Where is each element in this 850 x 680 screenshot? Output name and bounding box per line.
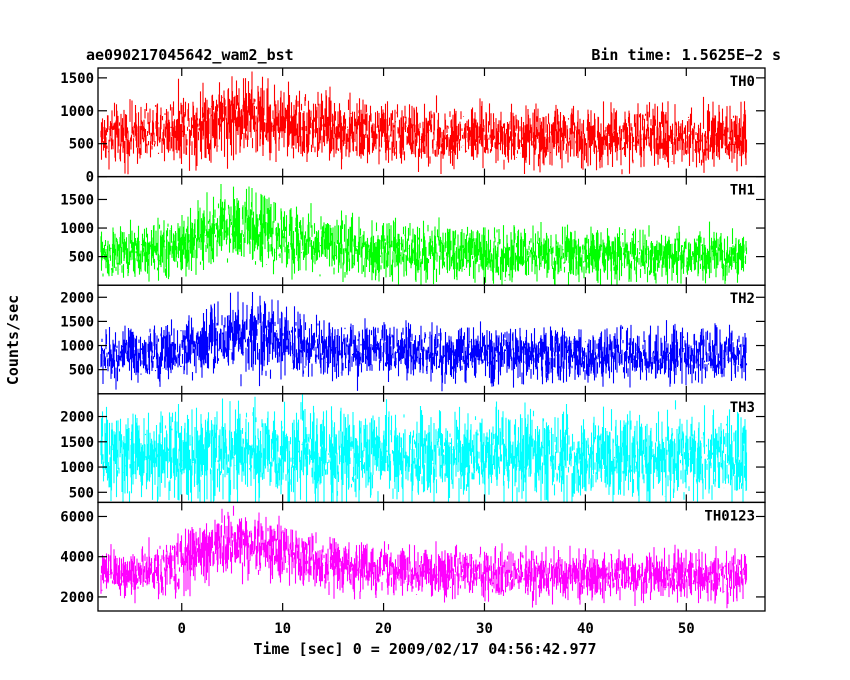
chart-title: ae090217045642_wam2_bst bbox=[86, 46, 294, 64]
panel-th2: 500 1000 1500 2000 TH2 bbox=[60, 284, 766, 395]
x-axis-title: Time [sec] 0 = 2009/02/17 04:56:42.977 bbox=[253, 640, 596, 658]
panels-group: 0 500 1000 1500 TH0 500 1000 1500 TH1 500 1000 1500… bbox=[60, 67, 766, 612]
y-tick-label: 1000 bbox=[60, 221, 94, 237]
y-tick-label: 500 bbox=[69, 137, 94, 153]
x-tick-label: 10 bbox=[274, 621, 291, 637]
x-axis: 0 10 20 30 40 50 bbox=[178, 621, 695, 637]
panel-th1: 500 1000 1500 TH1 bbox=[60, 175, 766, 286]
panel-th0123: 2000 4000 6000 TH0123 bbox=[60, 501, 766, 612]
panel-name-label: TH2 bbox=[730, 291, 755, 307]
data-trace-th0 bbox=[100, 71, 748, 175]
data-trace-th1 bbox=[100, 184, 748, 286]
panel-name-label: TH3 bbox=[730, 400, 755, 416]
data-trace-th3 bbox=[100, 393, 748, 503]
bin-time-label: Bin time: 1.5625E−2 s bbox=[591, 46, 781, 64]
y-tick-label: 2000 bbox=[60, 410, 94, 426]
y-tick-label: 1000 bbox=[60, 460, 94, 476]
y-tick-label: 1500 bbox=[60, 71, 94, 87]
y-tick-label: 2000 bbox=[60, 590, 94, 606]
x-tick-label: 30 bbox=[476, 621, 493, 637]
x-tick-label: 50 bbox=[678, 621, 695, 637]
y-tick-label: 2000 bbox=[60, 290, 94, 306]
y-tick-label: 0 bbox=[86, 170, 94, 186]
panel-th3: 500 1000 1500 2000 TH3 bbox=[60, 393, 766, 504]
x-tick-label: 40 bbox=[577, 621, 594, 637]
y-tick-label: 1000 bbox=[60, 104, 94, 120]
y-axis-title: Counts/sec bbox=[4, 295, 22, 385]
y-tick-label: 4000 bbox=[60, 550, 94, 566]
y-tick-label: 1500 bbox=[60, 435, 94, 451]
panel-th0: 0 500 1000 1500 TH0 bbox=[60, 67, 766, 186]
x-tick-label: 20 bbox=[375, 621, 392, 637]
y-tick-label: 1500 bbox=[60, 314, 94, 330]
x-tick-label: 0 bbox=[178, 621, 186, 637]
y-tick-label: 1500 bbox=[60, 192, 94, 208]
y-tick-label: 6000 bbox=[60, 509, 94, 525]
y-tick-label: 500 bbox=[69, 363, 94, 379]
data-trace-th2 bbox=[100, 291, 748, 392]
panel-name-label: TH1 bbox=[730, 183, 755, 199]
y-tick-label: 1000 bbox=[60, 339, 94, 355]
panel-name-label: TH0 bbox=[730, 74, 755, 90]
y-tick-label: 500 bbox=[69, 485, 94, 501]
data-trace-th0123 bbox=[100, 505, 748, 609]
panel-name-label: TH0123 bbox=[704, 508, 755, 524]
y-tick-label: 500 bbox=[69, 250, 94, 266]
